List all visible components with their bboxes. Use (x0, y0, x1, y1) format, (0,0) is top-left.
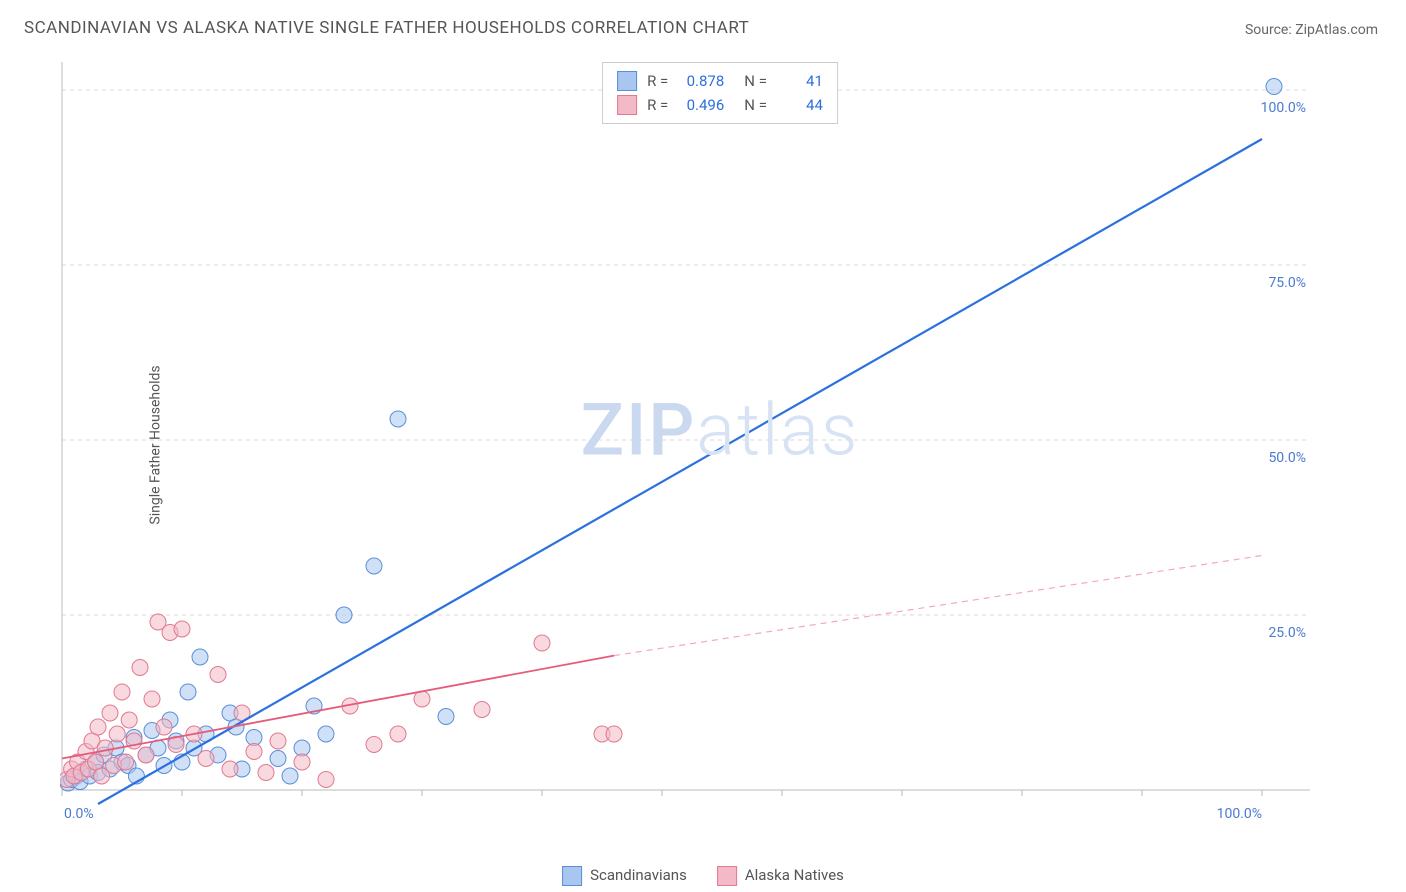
data-point (198, 751, 214, 767)
data-point (132, 660, 148, 676)
source-attribution: Source: ZipAtlas.com (1245, 22, 1378, 38)
y-tick-label: 100.0% (1261, 100, 1306, 116)
data-point (270, 751, 286, 767)
data-point (118, 754, 134, 770)
data-point (97, 740, 113, 756)
stat-r-value: 0.878 (678, 69, 724, 93)
data-point (390, 411, 406, 427)
data-point (438, 709, 454, 725)
stat-n-label: N = (744, 69, 767, 93)
trend-line (98, 139, 1262, 804)
data-point (366, 558, 382, 574)
data-point (318, 772, 334, 788)
stat-n-value: 44 (777, 93, 823, 117)
data-point (102, 705, 118, 721)
data-point (246, 744, 262, 760)
data-point (192, 649, 208, 665)
data-point (318, 726, 334, 742)
data-point (180, 684, 196, 700)
stat-r-label: R = (647, 69, 668, 93)
y-axis-label: Single Father Households (148, 365, 164, 524)
data-point (144, 691, 160, 707)
data-point (156, 719, 172, 735)
stat-n-value: 41 (777, 69, 823, 93)
data-point (1266, 79, 1282, 95)
data-point (282, 768, 298, 784)
data-point (474, 702, 490, 718)
data-point (114, 684, 130, 700)
stat-r-label: R = (647, 93, 668, 117)
legend-swatch (617, 71, 637, 91)
stat-r-value: 0.496 (678, 93, 724, 117)
data-point (138, 747, 154, 763)
data-point (414, 691, 430, 707)
correlation-stats-box: R = 0.878 N = 41 R = 0.496 N = 44 (602, 62, 838, 124)
legend-item: Scandinavians (562, 866, 687, 886)
legend-label: Alaska Natives (745, 866, 844, 884)
data-point (390, 726, 406, 742)
chart-canvas: 25.0% 50.0% 75.0% 100.0% 0.0% 100.0% (60, 60, 1380, 830)
stat-row: R = 0.878 N = 41 (617, 69, 823, 93)
x-tick-label: 0.0% (64, 806, 94, 822)
data-point (294, 754, 310, 770)
y-tick-label: 25.0% (1268, 625, 1306, 641)
data-point (606, 726, 622, 742)
data-point (222, 761, 238, 777)
x-tick-label: 100.0% (1217, 806, 1262, 822)
data-point (366, 737, 382, 753)
data-point (336, 607, 352, 623)
y-tick-label: 50.0% (1268, 450, 1306, 466)
data-point (210, 667, 226, 683)
data-point (534, 635, 550, 651)
legend-swatch (717, 866, 737, 886)
scatter-plot: 25.0% 50.0% 75.0% 100.0% 0.0% 100.0% Single F… (60, 60, 1380, 830)
series-legend: Scandinavians Alaska Natives (562, 866, 844, 886)
data-point (90, 719, 106, 735)
stat-n-label: N = (744, 93, 767, 117)
legend-label: Scandinavians (590, 866, 687, 884)
data-point (109, 726, 125, 742)
y-tick-label: 75.0% (1268, 275, 1306, 291)
legend-swatch (617, 95, 637, 115)
data-point (121, 712, 137, 728)
data-point (270, 733, 286, 749)
data-point (258, 765, 274, 781)
data-point (174, 621, 190, 637)
trend-line-extension (614, 556, 1262, 656)
legend-swatch (562, 866, 582, 886)
legend-item: Alaska Natives (717, 866, 844, 886)
chart-title: SCANDINAVIAN VS ALASKA NATIVE SINGLE FAT… (24, 18, 749, 38)
stat-row: R = 0.496 N = 44 (617, 93, 823, 117)
